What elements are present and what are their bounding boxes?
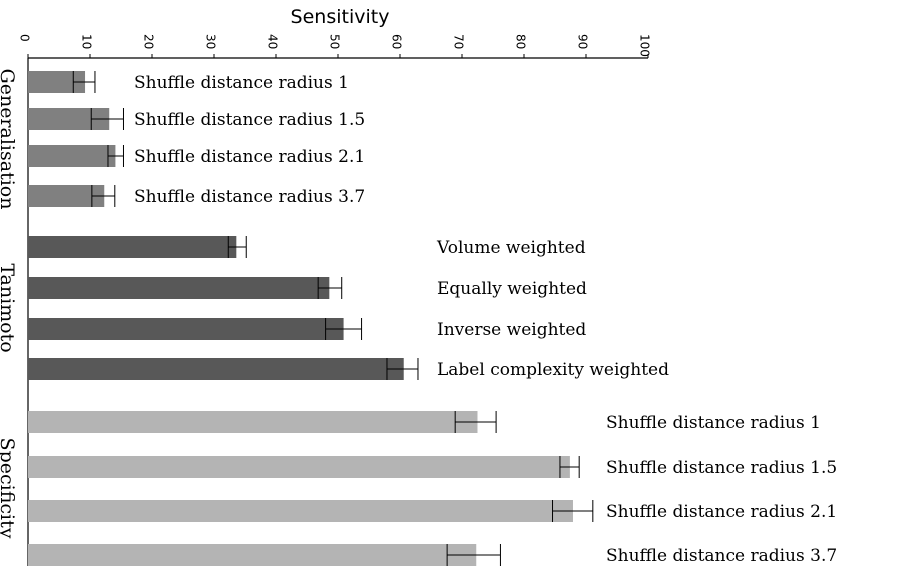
- x-tick-label: 40: [266, 34, 280, 49]
- bar: [28, 358, 404, 380]
- x-tick-label: 30: [204, 34, 218, 49]
- bar-label: Equally weighted: [437, 279, 587, 299]
- bar: [28, 277, 330, 299]
- bar: [28, 71, 86, 93]
- bar: [28, 318, 344, 340]
- bars-layer: Shuffle distance radius 1 Shuffle distanc…: [28, 71, 837, 566]
- bar-label: Inverse weighted: [437, 320, 586, 340]
- bar-label: Shuffle distance radius 1.5: [134, 110, 365, 130]
- bar: [28, 456, 570, 478]
- x-tick-label: 20: [142, 34, 156, 49]
- bar-label: Shuffle distance radius 1.5: [606, 458, 837, 478]
- bar-label: Shuffle distance radius 1: [134, 73, 349, 93]
- x-tick-label: 100: [638, 34, 652, 57]
- x-tick-label: 80: [514, 34, 528, 49]
- x-axis-ticks: 0 10 20 30 40 50 60 70 80 90 100: [18, 34, 652, 58]
- bar: [28, 145, 116, 167]
- bar: [28, 544, 477, 566]
- group-label: Specificity: [0, 438, 18, 539]
- bar: [28, 185, 105, 207]
- bar: [28, 411, 478, 433]
- group-label: Tanimoto: [0, 263, 18, 352]
- x-tick-label: 70: [452, 34, 466, 49]
- x-tick-label: 60: [390, 34, 404, 49]
- x-axis-title: Sensitivity: [291, 6, 390, 28]
- group-labels: Generalisation Tanimoto Specificity: [0, 69, 18, 539]
- bar: [28, 236, 237, 258]
- bar-label: Shuffle distance radius 3.7: [606, 546, 837, 566]
- bar-label: Shuffle distance radius 2.1: [606, 502, 837, 522]
- bar: [28, 500, 573, 522]
- bar-label: Shuffle distance radius 1: [606, 413, 821, 433]
- bar-label: Shuffle distance radius 3.7: [134, 187, 365, 207]
- bar: [28, 108, 110, 130]
- x-tick-label: 10: [80, 34, 94, 49]
- x-tick-label: 90: [576, 34, 590, 49]
- bar-label: Label complexity weighted: [437, 360, 669, 380]
- bar-label: Volume weighted: [436, 238, 586, 258]
- group-label: Generalisation: [0, 69, 18, 210]
- x-tick-label: 50: [328, 34, 342, 49]
- bar-label: Shuffle distance radius 2.1: [134, 147, 365, 167]
- x-tick-label: 0: [18, 34, 32, 42]
